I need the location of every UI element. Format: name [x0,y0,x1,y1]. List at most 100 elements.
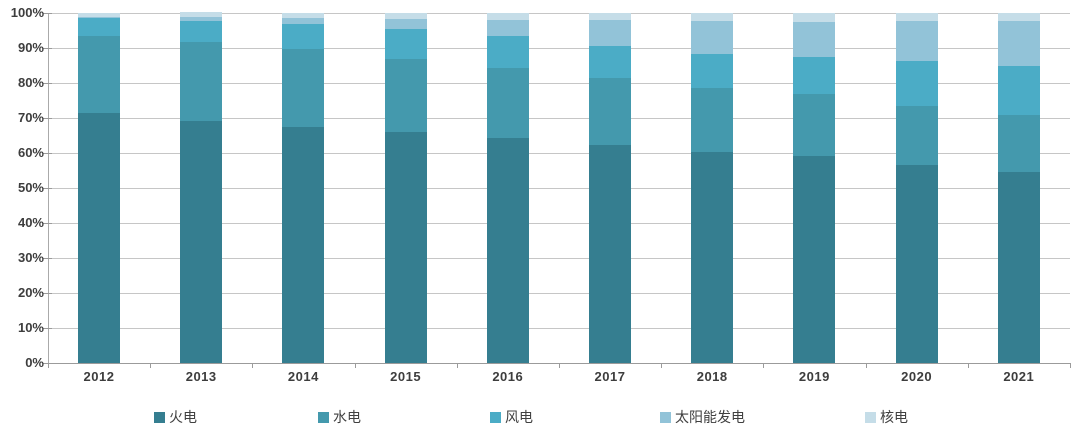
bar-2020 [866,13,968,363]
bar-segment-series-2 [691,53,734,88]
gridline [48,188,1070,189]
bar-segment-series-1 [691,87,734,153]
bar-segment-series-3 [384,19,427,30]
bar-segment-series-4 [691,13,734,22]
gridline [48,83,1070,84]
y-axis-tick [43,83,52,84]
bar-segment-series-2 [384,29,427,60]
bar-segment-series-3 [486,20,529,37]
bar-segment-series-0 [691,152,734,363]
bar-segment-series-2 [282,24,325,50]
y-axis-tick-label: 50% [17,180,44,195]
x-axis-tick-label: 2013 [185,369,217,384]
bar-segment-series-3 [895,21,938,62]
y-axis-tick [43,188,52,189]
bar-segment-series-4 [282,12,325,18]
gridline [48,328,1070,329]
x-axis-tick [1070,363,1071,368]
x-axis-tick-label: 2020 [901,369,933,384]
bar-segment-series-2 [895,61,938,107]
bar-segment-series-2 [997,66,1040,115]
y-axis-tick-label: 20% [17,285,44,300]
gridline [48,153,1070,154]
legend-item-0: 火电 [154,408,197,426]
bar-segment-series-1 [384,59,427,133]
x-axis-tick [967,363,969,368]
x-axis-tick-label: 2019 [798,369,830,384]
bar-stack [384,13,427,363]
legend-swatch [318,411,329,423]
bar-segment-series-3 [282,17,325,25]
y-axis-tick [43,223,52,224]
bar-segment-series-1 [997,114,1040,172]
bar-segment-series-1 [589,78,632,146]
y-axis-tick-label: 40% [17,215,44,230]
legend-item-2: 风电 [490,408,533,426]
legend-item-3: 太阳能发电 [660,408,745,426]
gridline [48,223,1070,224]
bar-stack [895,13,938,363]
bar-stack [486,13,529,363]
x-axis-tick [354,363,356,368]
gridline [48,48,1070,49]
bar-segment-series-1 [486,67,529,138]
y-axis-tick-label: 90% [17,40,44,55]
bar-stack [180,12,223,363]
bar-stack [589,13,632,363]
x-axis-tick-label: 2021 [1003,369,1035,384]
bar-segment-series-1 [78,36,121,113]
bar-segment-series-4 [180,12,223,17]
x-axis-tick [48,363,49,368]
bar-segment-series-0 [384,132,427,363]
bar-2018 [661,13,763,363]
bar-2021 [968,13,1070,363]
y-axis-tick-label: 60% [17,145,44,160]
legend-label: 核电 [880,409,908,425]
bar-segment-series-0 [180,120,223,363]
bar-2016 [457,13,559,363]
gridline [48,118,1070,119]
bar-segment-series-2 [486,36,529,68]
bar-stack [691,13,734,363]
bar-segment-series-2 [589,45,632,79]
x-axis-tick-label: 2017 [594,369,626,384]
x-axis-tick [865,363,867,368]
legend-label: 火电 [169,409,197,425]
x-axis-tick-label: 2015 [390,369,422,384]
y-axis-tick-label: 0% [25,355,44,370]
y-axis-tick [43,13,52,14]
legend-swatch [865,411,876,423]
legend-swatch [490,411,501,423]
x-axis-tick [252,363,254,368]
gridline [48,293,1070,294]
bar-2013 [150,12,252,363]
y-axis-tick-label: 100% [10,5,44,20]
gridline [48,13,1070,14]
bar-segment-series-4 [997,13,1040,22]
legend-item-1: 水电 [318,408,361,426]
bar-segment-series-0 [589,145,632,363]
bar-segment-series-2 [793,57,836,94]
bar-stack [997,13,1040,363]
bar-segment-series-4 [78,13,121,17]
bar-segment-series-3 [78,16,121,18]
x-axis-tick-label: 2014 [287,369,319,384]
y-axis-tick [43,48,52,49]
bar-segment-series-0 [282,127,325,363]
bar-segment-series-3 [589,20,632,46]
bar-segment-series-3 [793,21,836,58]
bar-segment-series-4 [384,13,427,20]
bar-segment-series-4 [895,13,938,22]
legend-swatch [660,411,671,423]
legend-label: 风电 [505,409,533,425]
bar-segment-series-0 [895,164,938,363]
bar-segment-series-0 [486,137,529,363]
bar-2017 [559,13,661,363]
bar-2012 [48,13,150,363]
bar-segment-series-4 [793,13,836,22]
y-axis-tick-label: 80% [17,75,44,90]
y-axis-tick [43,153,52,154]
bar-2019 [763,13,865,363]
y-axis-tick [43,363,52,364]
